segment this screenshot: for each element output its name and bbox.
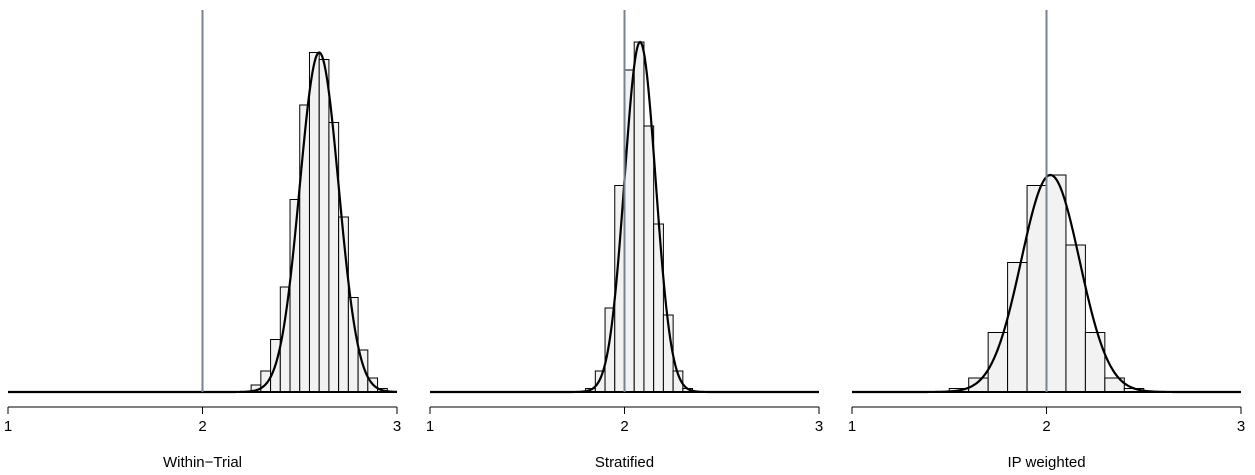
panel-title: Within−Trial (163, 454, 242, 471)
histogram-bar (594, 370, 606, 393)
x-tick-label: 3 (1237, 418, 1245, 435)
histogram-bar (1065, 244, 1086, 393)
x-tick-label: 3 (815, 418, 823, 435)
panel-title: Stratified (595, 454, 654, 471)
histogram-bar (1084, 332, 1106, 393)
x-tick-label: 2 (620, 418, 628, 435)
histogram-bar (968, 377, 989, 393)
histogram-bar (1026, 185, 1048, 393)
histogram-bar (308, 52, 320, 393)
histogram-bar (643, 125, 655, 393)
x-tick-label: 2 (198, 418, 206, 435)
panel-stratified: 1 2 3 Stratified (426, 10, 823, 471)
panel-ip-weighted: 1 2 3 IP weighted (848, 10, 1245, 471)
panel-title: IP weighted (1007, 454, 1085, 471)
histogram-bar (1046, 174, 1067, 393)
panel-within-trial: 1 2 3 Within−Trial (4, 10, 401, 471)
x-tick-label: 1 (4, 418, 12, 435)
x-tick-label: 1 (426, 418, 434, 435)
histogram-bar (318, 59, 330, 393)
x-tick-label: 2 (1042, 418, 1050, 435)
histogram-bar (299, 104, 310, 393)
x-tick-label: 1 (848, 418, 856, 435)
x-tick-label: 3 (393, 418, 401, 435)
histogram-bar (633, 41, 645, 393)
